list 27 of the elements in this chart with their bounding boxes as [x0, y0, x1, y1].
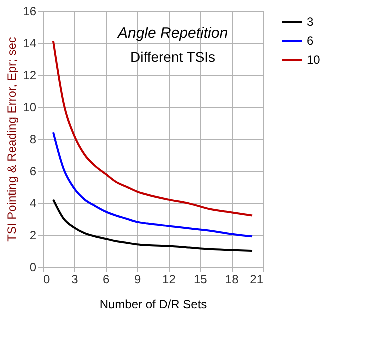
x-tick-label: 15 — [194, 272, 208, 286]
line-series — [52, 132, 254, 238]
legend-label: 10 — [307, 53, 321, 67]
text: Angle Repetition — [116, 25, 228, 42]
y-tick-label: 12 — [23, 68, 37, 82]
y-tick-label: 8 — [30, 132, 37, 146]
x-tick-label: 3 — [72, 272, 79, 286]
y-tick-label: 4 — [30, 196, 37, 210]
y-tick-label: 2 — [30, 228, 37, 242]
line-series — [52, 198, 254, 252]
legend-label: 6 — [307, 34, 314, 48]
x-tick-label: 0 — [44, 272, 50, 286]
line-series — [52, 40, 254, 217]
x-tick-label: 21 — [250, 272, 264, 286]
legend-label: 3 — [307, 15, 314, 29]
x-tick-label: 18 — [225, 272, 240, 286]
x-tick-label: 9 — [134, 272, 142, 286]
y-tick-label: 16 — [23, 4, 37, 18]
y-tick-label: 14 — [23, 36, 37, 50]
y-tick-label: 6 — [30, 164, 37, 178]
y-tick-label: 10 — [23, 100, 37, 114]
y-axis-title: TSI Pointing & Reading Error, Epr; sec — [5, 37, 20, 242]
x-tick-label: 12 — [162, 272, 176, 286]
x-tick-label: 6 — [103, 272, 110, 286]
y-tick-label: 0 — [30, 260, 37, 274]
x-axis-title: Number of D/R Sets — [100, 298, 208, 312]
text: Different TSIs — [130, 49, 216, 65]
